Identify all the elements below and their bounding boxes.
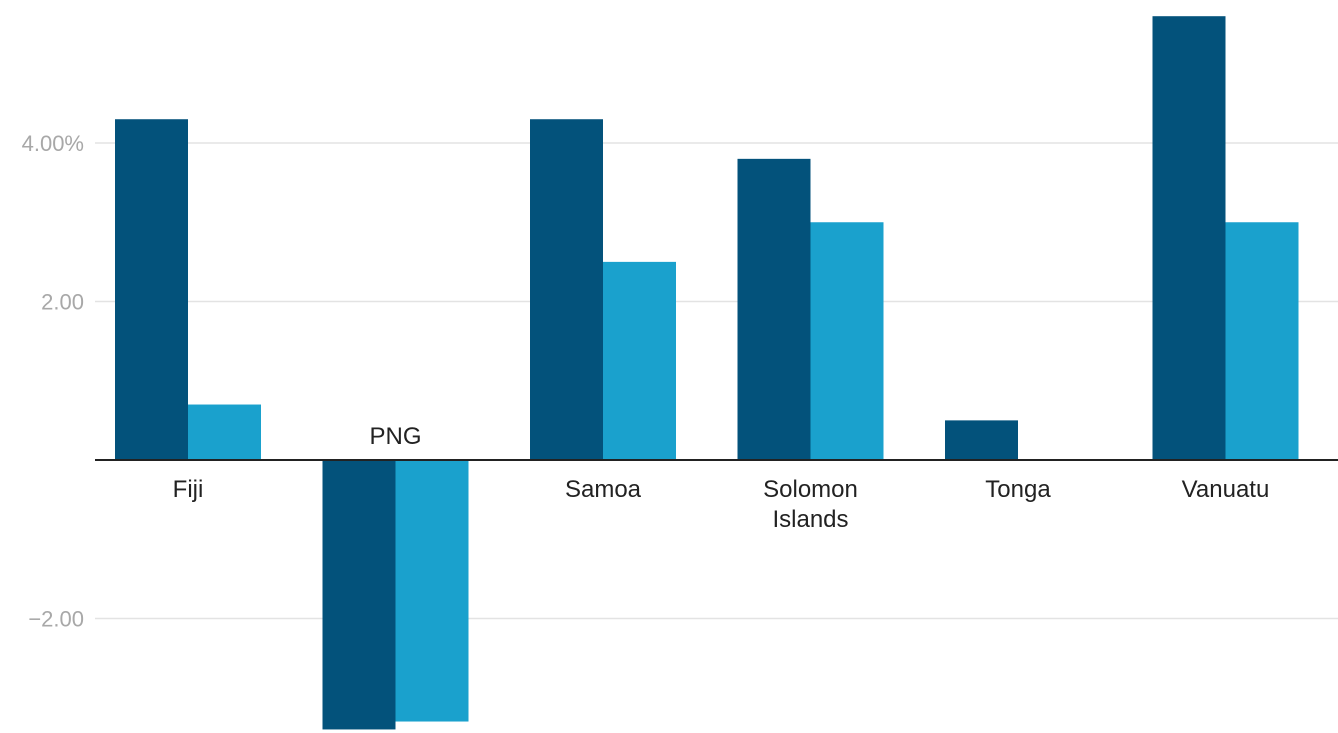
category-label-line: Samoa xyxy=(565,476,642,503)
bar xyxy=(395,460,469,722)
gridlines xyxy=(95,142,1338,620)
category-label-line: PNG xyxy=(369,423,421,450)
category-labels: Fiji PNG Samoa Solomon Islands Tonga Vanuatu xyxy=(173,423,1270,533)
bar xyxy=(530,119,603,460)
category-label: PNG xyxy=(369,423,421,450)
bar xyxy=(810,222,884,460)
bar xyxy=(1225,222,1299,460)
category-label: Solomon Islands xyxy=(763,476,858,533)
y-tick-labels: 4.00% 2.00 −2.00 xyxy=(22,131,84,632)
category-label-line: Vanuatu xyxy=(1182,476,1270,503)
bar xyxy=(737,158,811,460)
bar xyxy=(945,420,1018,460)
bar xyxy=(322,460,396,730)
category-label-line: Tonga xyxy=(985,476,1051,503)
bar xyxy=(1152,16,1226,460)
y-tick-label: 4.00% xyxy=(22,131,84,156)
y-tick-label: 2.00 xyxy=(41,290,84,315)
category-label: Samoa xyxy=(565,476,642,503)
bar xyxy=(603,261,676,460)
category-label-line: Fiji xyxy=(173,476,204,503)
category-label: Vanuatu xyxy=(1182,476,1270,503)
bars xyxy=(115,16,1299,730)
category-label-line: Solomon xyxy=(763,476,858,503)
bar xyxy=(115,119,188,460)
category-label-line: Islands xyxy=(772,506,848,533)
bar xyxy=(188,404,261,460)
category-label: Tonga xyxy=(985,476,1051,503)
y-tick-label: −2.00 xyxy=(28,607,84,632)
category-label: Fiji xyxy=(173,476,204,503)
